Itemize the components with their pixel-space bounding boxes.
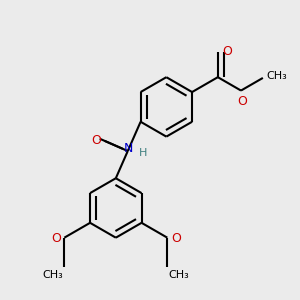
Text: O: O bbox=[51, 232, 61, 245]
Text: CH₃: CH₃ bbox=[266, 71, 287, 81]
Text: O: O bbox=[237, 95, 247, 108]
Text: CH₃: CH₃ bbox=[169, 270, 190, 280]
Text: O: O bbox=[171, 232, 181, 245]
Text: O: O bbox=[91, 134, 101, 147]
Text: CH₃: CH₃ bbox=[42, 270, 63, 280]
Text: H: H bbox=[139, 148, 147, 158]
Text: O: O bbox=[223, 44, 232, 58]
Text: N: N bbox=[124, 142, 133, 155]
